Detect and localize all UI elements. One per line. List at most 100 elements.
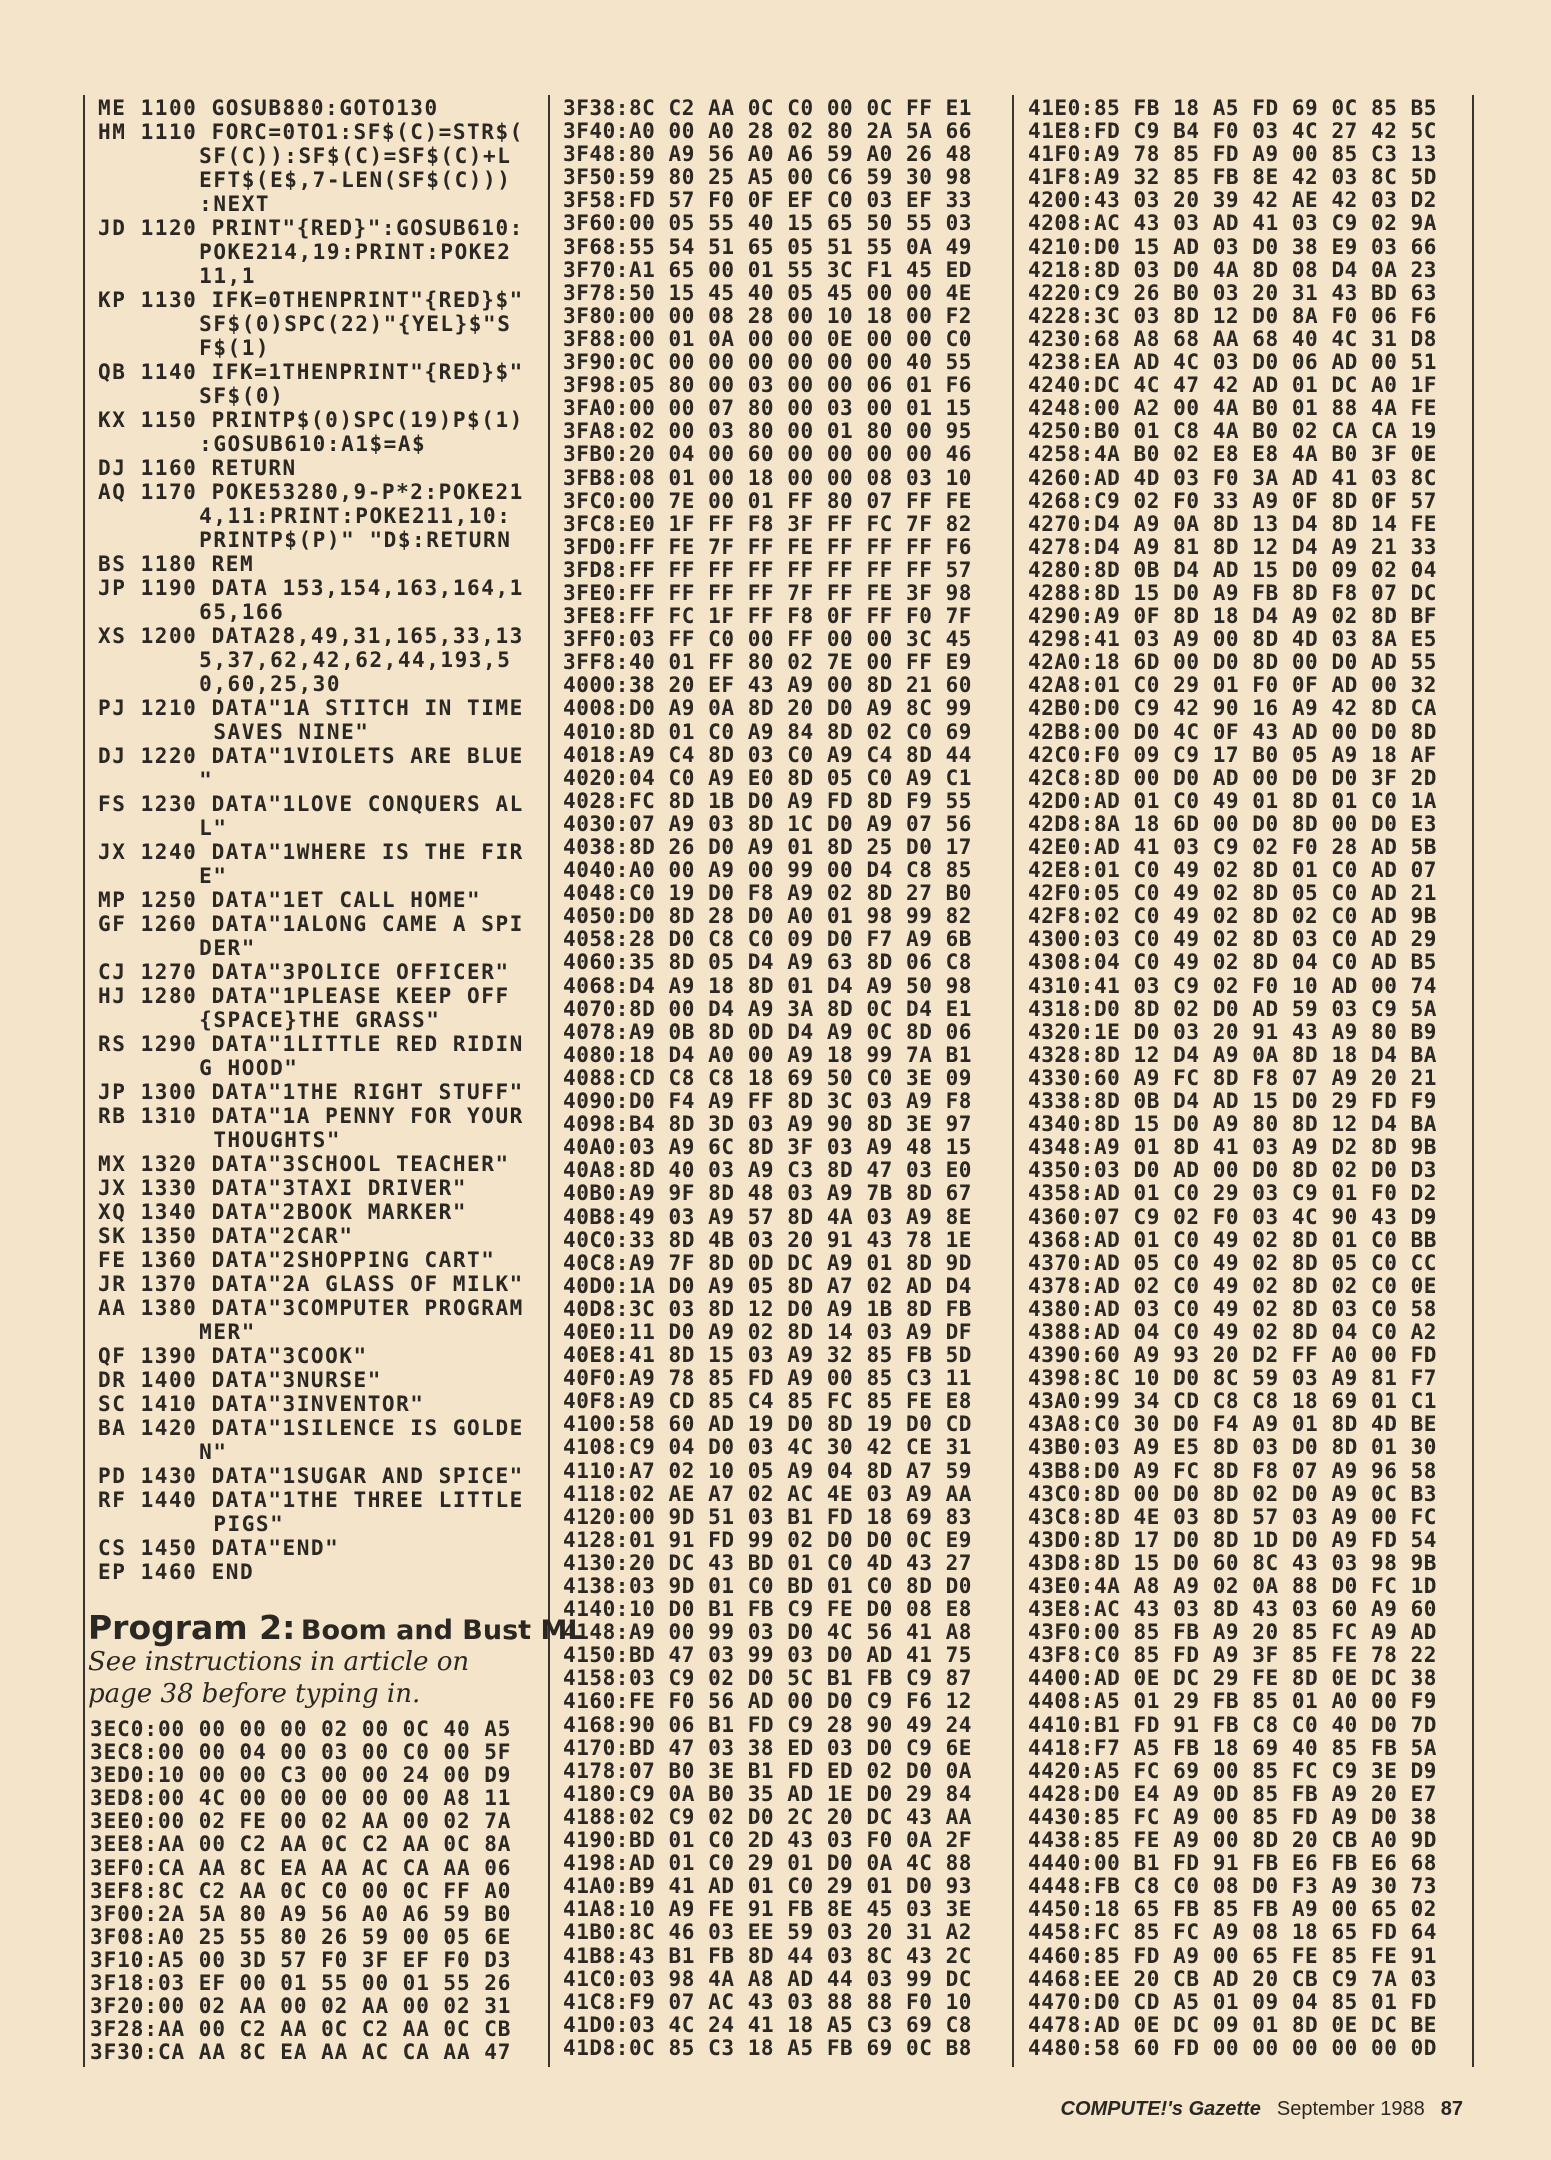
hex-row: 4360:07 C9 02 F0 03 4C 90 43 D9: [1028, 1204, 1437, 1229]
line-number: 1340: [140, 1200, 198, 1224]
hex-row: 4090:D0 F4 A9 FF 8D 3C 03 A9 F8: [563, 1089, 972, 1114]
hex-row: 4150:BD 47 03 99 03 D0 AD 41 75: [563, 1643, 972, 1668]
hex-row: 4250:B0 01 C8 4A B0 02 CA CA 19: [1028, 419, 1437, 444]
program-2-heading: Program 2: Boom and Bust ML: [88, 1608, 585, 1647]
line-number: 1290: [140, 1032, 198, 1056]
hex-row: 4270:D4 A9 0A 8D 13 D4 8D 14 FE: [1028, 511, 1437, 536]
basic-line-continuation: 65,166: [98, 600, 524, 624]
hex-row: 4338:8D 0B D4 AD 15 D0 29 FD F9: [1028, 1089, 1437, 1114]
hex-row: 4418:F7 A5 FB 18 69 40 85 FB 5A: [1028, 1735, 1437, 1760]
hex-row: 3EC8:00 00 04 00 03 00 C0 00 5F: [90, 1740, 512, 1765]
hex-row: 4428:D0 E4 A9 0D 85 FB A9 20 E7: [1028, 1781, 1437, 1806]
column-rule: [83, 95, 85, 2067]
basic-code: DATA"1ALONG CAME A SPI: [211, 912, 524, 936]
checksum-code: CJ: [98, 960, 127, 984]
hex-row: 4408:A5 01 29 FB 85 01 A0 00 F9: [1028, 1689, 1437, 1714]
hex-row: 4038:8D 26 D0 A9 01 8D 25 D0 17: [563, 835, 972, 859]
basic-line-continuation: F$(1): [98, 336, 524, 360]
basic-code: REM: [211, 552, 255, 576]
hex-row: 42B0:D0 C9 42 90 16 A9 42 8D CA: [1028, 696, 1437, 721]
basic-code: {SPACE}THE GRASS": [199, 1008, 441, 1032]
checksum-code: JD: [98, 216, 127, 240]
basic-line: KP 1130 IFK=0THENPRINT"{RED}$": [98, 288, 524, 312]
checksum-code: CS: [98, 1536, 127, 1560]
basic-code: DATA"1THE RIGHT STUFF": [211, 1080, 524, 1104]
hex-row: 3FC8:E0 1F FF F8 3F FF FC 7F 82: [563, 511, 972, 536]
basic-line-continuation: G HOOD": [98, 1056, 524, 1080]
basic-line-continuation: SF(C)):SF$(C)=SF$(C)+L: [98, 144, 524, 168]
hex-row: 4000:38 20 EF 43 A9 00 8D 21 60: [563, 673, 972, 698]
line-number: 1100: [140, 96, 198, 120]
basic-listing: ME 1100 GOSUB880:GOTO130 HM 1110 FORC=0TO…: [98, 96, 524, 1584]
hex-row: 4298:41 03 A9 00 8D 4D 03 8A E5: [1028, 627, 1437, 652]
hex-row: 40A8:8D 40 03 A9 C3 8D 47 03 E0: [563, 1158, 972, 1183]
basic-line-continuation: ": [98, 768, 524, 792]
basic-code: DATA"3NURSE": [211, 1368, 382, 1392]
column-rule: [1472, 95, 1474, 2067]
hex-row: 3F88:00 01 0A 00 00 0E 00 00 C0: [563, 326, 972, 351]
hex-row: 42B8:00 D0 4C 0F 43 AD 00 D0 8D: [1028, 719, 1437, 744]
basic-code: 11,1: [199, 264, 256, 288]
hex-row: 4160:FE F0 56 AD 00 D0 C9 F6 12: [563, 1689, 972, 1714]
hex-row: 4110:A7 02 10 05 A9 04 8D A7 59: [563, 1458, 972, 1483]
basic-code: DATA"2BOOK MARKER": [211, 1200, 468, 1224]
basic-code: DER": [199, 936, 256, 960]
line-number: 1400: [140, 1368, 198, 1392]
line-number: 1360: [140, 1248, 198, 1272]
hex-row: 4080:18 D4 A0 00 A9 18 99 7A B1: [563, 1042, 972, 1067]
hex-row: 4218:8D 03 D0 4A 8D 08 D4 0A 23: [1028, 257, 1437, 282]
basic-line-continuation: MER": [98, 1320, 524, 1344]
basic-code: DATA"2SHOPPING CART": [211, 1248, 496, 1272]
basic-code: L": [199, 816, 228, 840]
line-number: 1460: [140, 1560, 198, 1584]
basic-line: PJ 1210 DATA"1A STITCH IN TIME: [98, 696, 524, 720]
basic-line-continuation: 0,60,25,30: [98, 672, 524, 696]
hex-row: 4208:AC 43 03 AD 41 03 C9 02 9A: [1028, 211, 1437, 236]
checksum-code: JR: [98, 1272, 127, 1296]
hex-row: 4278:D4 A9 81 8D 12 D4 A9 21 33: [1028, 534, 1437, 559]
hex-row: 40B8:49 03 A9 57 8D 4A 03 A9 8E: [563, 1204, 972, 1229]
hex-row: 3F28:AA 00 C2 AA 0C C2 AA 0C CB: [90, 2017, 512, 2042]
hex-row: 3ED8:00 4C 00 00 00 00 00 A8 11: [90, 1786, 512, 1811]
line-number: 1260: [140, 912, 198, 936]
basic-code: SF(C)):SF$(C)=SF$(C)+L: [199, 144, 512, 168]
magazine-name: COMPUTE!'s Gazette: [1060, 2098, 1261, 2120]
basic-code: RETURN: [211, 456, 297, 480]
checksum-code: MX: [98, 1152, 127, 1176]
basic-code: IFK=0THENPRINT"{RED}$": [211, 288, 524, 312]
basic-line-continuation: :GOSUB610:A1$=A$: [98, 432, 524, 456]
hex-row: 4048:C0 19 D0 F8 A9 02 8D 27 B0: [563, 881, 972, 906]
basic-code: G HOOD": [199, 1056, 299, 1080]
hex-row: 40D0:1A D0 A9 05 8D A7 02 AD D4: [563, 1273, 972, 1298]
hex-row: 4100:58 60 AD 19 D0 8D 19 D0 CD: [563, 1412, 972, 1437]
hex-row: 43D8:8D 15 D0 60 8C 43 03 98 9B: [1028, 1550, 1437, 1575]
basic-line: JX 1240 DATA"1WHERE IS THE FIR: [98, 840, 524, 864]
basic-code: DATA"1SILENCE IS GOLDE: [211, 1416, 524, 1440]
hex-row: 4290:A9 0F 8D 18 D4 A9 02 8D BF: [1028, 604, 1437, 629]
checksum-code: KX: [98, 408, 127, 432]
basic-line: RS 1290 DATA"1LITTLE RED RIDIN: [98, 1032, 524, 1056]
hex-row: 4468:EE 20 CB AD 20 CB C9 7A 03: [1028, 1966, 1437, 1991]
hex-row: 41B8:43 B1 FB 8D 44 03 8C 43 2C: [563, 1943, 972, 1968]
hex-row: 4018:A9 C4 8D 03 C0 A9 C4 8D 44: [563, 742, 972, 767]
hex-row: 4410:B1 FD 91 FB C8 C0 40 D0 7D: [1028, 1712, 1437, 1737]
checksum-code: JX: [98, 1176, 127, 1200]
basic-code: ": [199, 768, 214, 792]
hex-row: 4238:EA AD 4C 03 D0 06 AD 00 51: [1028, 350, 1437, 375]
hex-row: 3EF8:8C C2 AA 0C C0 00 0C FF A0: [90, 1878, 512, 1903]
hex-row: 4310:41 03 C9 02 F0 10 AD 00 74: [1028, 973, 1437, 998]
hex-row: 4348:A9 01 8D 41 03 A9 D2 8D 9B: [1028, 1135, 1437, 1160]
checksum-code: KP: [98, 288, 127, 312]
hex-row: 4068:D4 A9 18 8D 01 D4 A9 50 98: [563, 973, 972, 998]
basic-code: DATA"1WHERE IS THE FIR: [211, 840, 524, 864]
line-number: 1390: [140, 1344, 198, 1368]
basic-line: DJ 1220 DATA"1VIOLETS ARE BLUE: [98, 744, 524, 768]
basic-line: SK 1350 DATA"2CAR": [98, 1224, 524, 1248]
hex-row: 4058:28 D0 C8 C0 09 D0 F7 A9 6B: [563, 927, 972, 952]
basic-line: XQ 1340 DATA"2BOOK MARKER": [98, 1200, 524, 1224]
hex-row: 3FA0:00 00 07 80 00 03 00 01 15: [563, 396, 972, 421]
hex-row: 4158:03 C9 02 D0 5C B1 FB C9 87: [563, 1666, 972, 1691]
hex-row: 41C0:03 98 4A A8 AD 44 03 99 DC: [563, 1966, 972, 1991]
hex-row: 3FE8:FF FC 1F FF F8 0F FF F0 7F: [563, 604, 972, 629]
checksum-code: AQ: [98, 480, 127, 504]
